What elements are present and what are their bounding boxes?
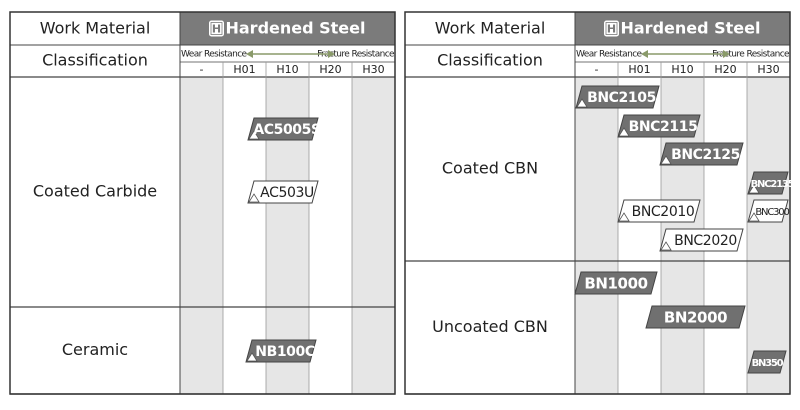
panel-border <box>9 11 396 395</box>
column-shade <box>180 77 223 394</box>
material-icon-inner <box>605 22 618 35</box>
grade-icon <box>618 212 630 222</box>
column-label: H01 <box>233 63 255 76</box>
grade-badge <box>245 339 317 363</box>
column-label: H01 <box>628 63 650 76</box>
grade-name: BNC2020 <box>674 233 737 249</box>
grade-badge <box>747 199 789 223</box>
grade-icon <box>660 241 672 251</box>
grade-badge <box>645 305 746 329</box>
column-shade <box>352 77 395 394</box>
grade-badge <box>617 114 701 138</box>
grade-icon <box>618 127 630 137</box>
grade-badge <box>574 271 658 295</box>
grade-icon <box>246 352 258 362</box>
column-label: H30 <box>757 63 779 76</box>
column-label: H20 <box>319 63 341 76</box>
column-label: H30 <box>362 63 384 76</box>
grade-icon <box>576 98 588 108</box>
header-label: Classification <box>437 51 543 70</box>
grade-name: BNC2010 <box>632 204 695 220</box>
grade-badge <box>247 180 319 204</box>
grade-icon <box>748 184 760 194</box>
header-label: Work Material <box>435 19 546 38</box>
material-icon-inner <box>210 22 223 35</box>
grade-name: NB100C <box>255 344 315 360</box>
header-label: Classification <box>42 51 148 70</box>
row-label: Coated CBN <box>442 159 538 178</box>
column-label: H20 <box>714 63 736 76</box>
grade-name: BNC2135 <box>751 179 795 190</box>
grade-badge <box>747 350 787 374</box>
grade-badge <box>747 171 789 195</box>
wear-label: Wear Resistance <box>576 50 643 60</box>
row-label: Coated Carbide <box>33 182 157 201</box>
grade-icon <box>248 130 260 140</box>
column-shade <box>575 77 618 394</box>
grade-name: BNC2115 <box>629 119 698 135</box>
grade-name: BNC2105 <box>587 90 656 106</box>
column-label: H10 <box>276 63 298 76</box>
grade-badge <box>659 228 744 252</box>
grade-name: BNC2125 <box>671 147 740 163</box>
material-name: Hardened Steel <box>225 19 365 38</box>
grade-name: AC503U <box>260 185 314 201</box>
column-label: - <box>595 63 599 76</box>
column-shade <box>747 77 790 394</box>
grade-icon <box>660 155 672 165</box>
grade-badge <box>575 85 660 109</box>
row-label: Ceramic <box>62 340 128 359</box>
material-icon <box>604 20 619 37</box>
grade-name: BN1000 <box>584 275 647 293</box>
fracture-label: Fracture Resistance <box>712 50 790 60</box>
wear-label: Wear Resistance <box>181 50 248 60</box>
grade-name: BNC300 <box>755 207 789 218</box>
column-label: - <box>200 63 204 76</box>
fracture-label: Fracture Resistance <box>317 50 395 60</box>
grade-name: BN2000 <box>664 309 727 327</box>
panel-border <box>404 11 791 395</box>
grade-icon <box>248 193 260 203</box>
grade-badge <box>617 199 701 223</box>
row-label: Uncoated CBN <box>432 317 548 336</box>
grade-badge <box>247 117 319 141</box>
header-label: Work Material <box>40 19 151 38</box>
material-icon-letter: H <box>607 23 616 36</box>
grade-name: BN350 <box>752 358 784 369</box>
material-icon-letter: H <box>212 23 221 36</box>
material-icon <box>209 20 224 37</box>
grade-name: AC5005S <box>253 122 321 138</box>
grade-icon <box>748 212 760 222</box>
grade-badge <box>659 142 744 166</box>
material-name: Hardened Steel <box>620 19 760 38</box>
column-label: H10 <box>671 63 693 76</box>
